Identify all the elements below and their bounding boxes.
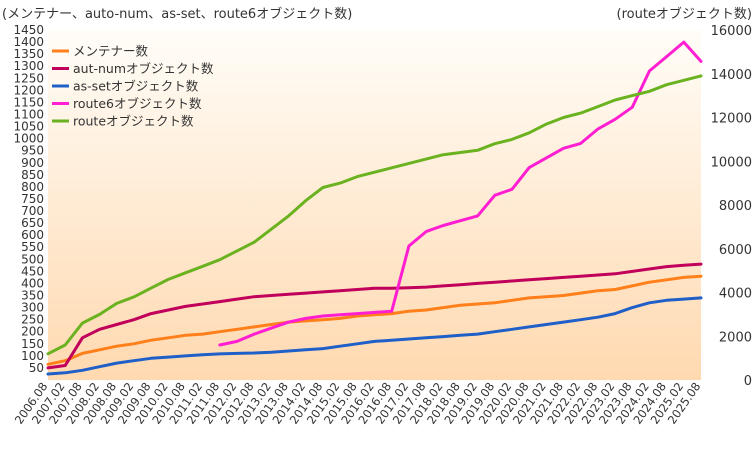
left-tick-label: 1400 xyxy=(13,35,44,49)
left-tick-label: 1100 xyxy=(13,107,44,121)
left-tick-label: 250 xyxy=(21,313,44,327)
left-tick-label: 850 xyxy=(21,168,44,182)
left-tick-label: 750 xyxy=(21,192,44,206)
right-tick-label: 2000 xyxy=(719,330,752,345)
right-tick-label: 4000 xyxy=(719,287,752,302)
right-tick-label: 8000 xyxy=(719,199,752,214)
left-tick-label: 600 xyxy=(21,228,44,242)
left-tick-label: 1150 xyxy=(13,95,44,109)
series-line xyxy=(46,296,703,376)
left-tick-label: 350 xyxy=(21,289,44,303)
left-tick-label: 450 xyxy=(21,264,44,278)
legend-label: aut-numオブジェクト数 xyxy=(73,61,214,76)
left-tick-label: 900 xyxy=(21,156,44,170)
left-tick-label: 800 xyxy=(21,180,44,194)
left-tick-label: 950 xyxy=(21,144,44,158)
legend-label: route6オブジェクト数 xyxy=(73,96,202,111)
left-tick-label: 1300 xyxy=(13,59,44,73)
left-tick-label: 100 xyxy=(21,349,44,363)
series-line xyxy=(218,40,703,347)
left-tick-label: 1200 xyxy=(13,83,44,97)
left-tick-label: 1000 xyxy=(13,132,44,146)
left-tick-label: 1350 xyxy=(13,47,44,61)
left-tick-label: 1450 xyxy=(13,23,44,37)
left-tick-label: 50 xyxy=(29,361,44,375)
left-axis-title: (メンテナー、auto-num、as-set、route6オブジェクト数) xyxy=(2,6,352,22)
plot-area xyxy=(48,30,701,380)
right-axis-ticks: 0 2000 4000 6000 8000 10000 12000 14000 16000 xyxy=(711,24,752,389)
legend-label: routeオブジェクト数 xyxy=(73,114,194,129)
right-tick-label: 14000 xyxy=(711,68,752,83)
left-tick-label: 300 xyxy=(21,301,44,315)
left-tick-label: 550 xyxy=(21,240,44,254)
series-line xyxy=(46,74,703,356)
right-tick-label: 0 xyxy=(744,374,752,389)
legend-label: メンテナー数 xyxy=(73,44,149,59)
x-axis-ticks: 2006.082007.022007.082008.022008.082009.… xyxy=(12,380,704,427)
left-tick-label: 700 xyxy=(21,204,44,218)
right-tick-label: 6000 xyxy=(719,243,752,258)
left-tick-label: 500 xyxy=(21,252,44,266)
series-line xyxy=(46,274,703,366)
series-lines xyxy=(46,40,703,376)
right-tick-label: 12000 xyxy=(711,112,752,127)
left-tick-label: 650 xyxy=(21,216,44,230)
left-axis-ticks: 5010015020025030035040045050055060065070… xyxy=(13,23,44,375)
legend: メンテナー数 aut-numオブジェクト数 as-setオブジェクト数 route6オ… xyxy=(52,44,214,129)
left-tick-label: 1250 xyxy=(13,71,44,85)
right-axis-title: (routeオブジェクト数) xyxy=(617,6,753,22)
legend-label: as-setオブジェクト数 xyxy=(73,79,199,94)
left-tick-label: 1050 xyxy=(13,120,44,134)
left-tick-label: 400 xyxy=(21,276,44,290)
right-tick-label: 10000 xyxy=(711,155,752,170)
left-tick-label: 200 xyxy=(21,325,44,339)
right-tick-label: 16000 xyxy=(711,24,752,39)
series-line xyxy=(46,262,703,370)
left-tick-label: 150 xyxy=(21,337,44,351)
